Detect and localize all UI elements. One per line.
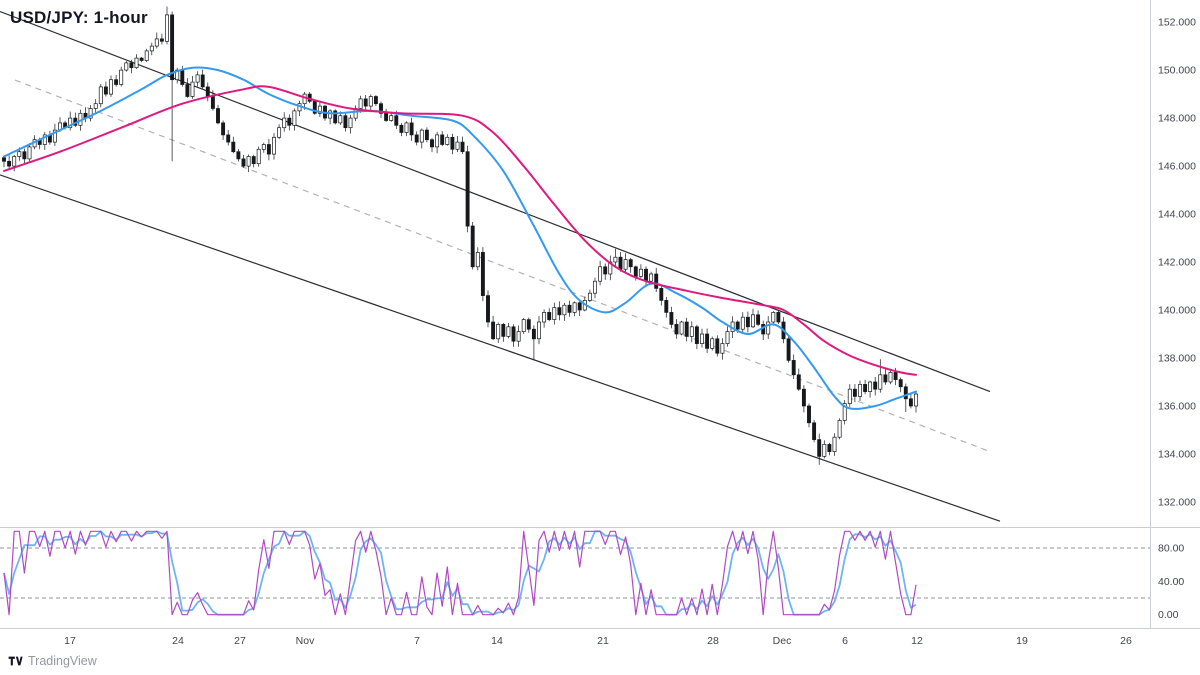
separators (0, 0, 1200, 629)
price-tick-label: 132.000 (1158, 497, 1196, 509)
channel-lower[interactable] (0, 174, 1001, 522)
channel-midline[interactable] (14, 79, 991, 453)
time-tick-label: 14 (491, 635, 503, 647)
stoch-axis[interactable]: 80.00 40.00 0.00 (1158, 543, 1184, 622)
time-axis[interactable]: 17 24 27 Nov 7 14 21 28 Dec 6 12 19 26 (64, 635, 1132, 647)
candles (2, 6, 918, 465)
tradingview-logo-icon (8, 656, 23, 666)
time-tick-label: 6 (842, 635, 848, 647)
price-tick-label: 138.000 (1158, 353, 1196, 365)
stoch-k-line (3, 530, 917, 616)
time-tick-label: 28 (707, 635, 719, 647)
price-tick-label: 152.000 (1158, 17, 1196, 29)
stochastic-pane[interactable] (0, 530, 1150, 616)
price-tick-label: 136.000 (1158, 401, 1196, 413)
ma-slow-pink[interactable] (3, 85, 917, 376)
time-tick-label: 17 (64, 635, 76, 647)
time-tick-label: 19 (1016, 635, 1028, 647)
moving-averages (3, 66, 917, 410)
time-tick-label: 24 (172, 635, 184, 647)
price-tick-label: 148.000 (1158, 113, 1196, 125)
price-tick-label: 146.000 (1158, 161, 1196, 173)
time-tick-label: 26 (1120, 635, 1132, 647)
time-tick-label: 7 (414, 635, 420, 647)
time-tick-label: 21 (597, 635, 609, 647)
price-axis[interactable]: 152.000 150.000 148.000 146.000 144.000 142.0… (1158, 17, 1196, 509)
stoch-tick-label: 40.00 (1158, 576, 1184, 588)
time-tick-label: 27 (234, 635, 246, 647)
price-tick-label: 140.000 (1158, 305, 1196, 317)
price-tick-label: 134.000 (1158, 449, 1196, 461)
price-tick-label: 142.000 (1158, 257, 1196, 269)
chart-title: USD/JPY: 1-hour (10, 8, 148, 27)
tradingview-brand-text: TradingView (28, 654, 97, 668)
price-tick-label: 144.000 (1158, 209, 1196, 221)
time-tick-label: Nov (296, 635, 315, 647)
price-tick-label: 150.000 (1158, 65, 1196, 77)
stoch-tick-label: 0.00 (1158, 609, 1179, 621)
stoch-tick-label: 80.00 (1158, 543, 1184, 555)
ma-fast-blue[interactable] (3, 66, 917, 410)
time-tick-label: 12 (911, 635, 923, 647)
trend-channel (0, 10, 1001, 522)
time-tick-label: Dec (773, 635, 792, 647)
tradingview-attribution[interactable]: TradingView (8, 651, 97, 671)
